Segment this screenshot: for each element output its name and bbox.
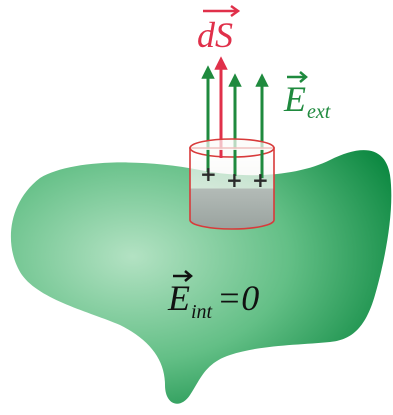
e-ext-subscript: ext — [307, 101, 331, 123]
ds-text: dS — [197, 15, 233, 55]
cylinder-top-cap — [189, 138, 275, 158]
conductor-body — [10, 150, 392, 404]
charge-sign: + — [252, 168, 269, 192]
cylinder-body — [189, 147, 275, 230]
e-int-label: E int =0 — [167, 270, 259, 323]
e-ext-symbol: E — [283, 79, 306, 119]
charge-sign: + — [226, 168, 243, 192]
surface-charges: + + + — [200, 162, 269, 192]
e-int-equation: =0 — [217, 278, 259, 318]
charge-sign: + — [200, 162, 217, 186]
gaussian-cylinder — [189, 138, 275, 230]
e-int-symbol: E — [167, 278, 190, 318]
ds-label: dS — [197, 4, 241, 55]
e-int-subscript: int — [191, 301, 213, 323]
e-ext-label: E ext — [283, 71, 331, 123]
